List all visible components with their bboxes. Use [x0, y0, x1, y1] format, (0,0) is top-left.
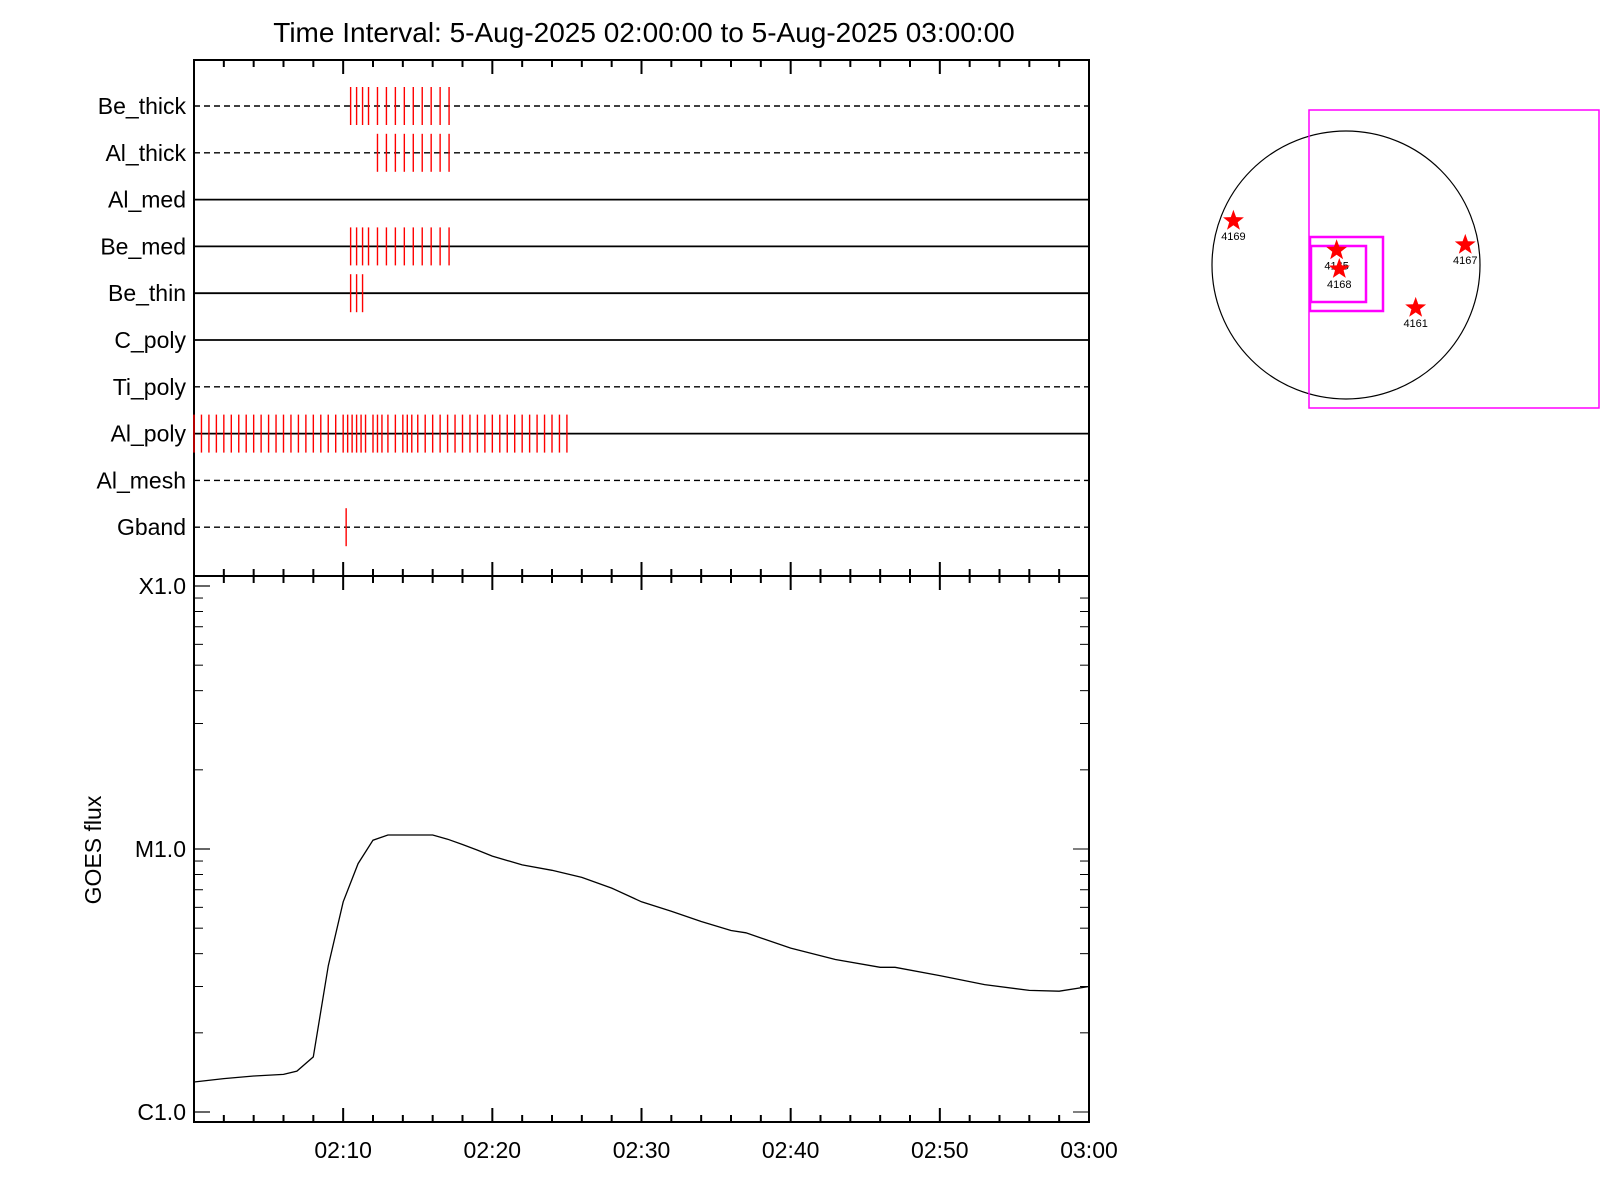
channel-row: Ti_poly	[113, 374, 1089, 400]
active-region-label: 4167	[1453, 255, 1477, 267]
active-region-label: 4161	[1403, 318, 1427, 330]
goes-flux-panel: C1.0 M1.0 X1.0 GOES flux 02:10 02:20 02:30 02:4…	[80, 573, 1118, 1163]
chart-title: Time Interval: 5-Aug-2025 02:00:00 to 5-…	[273, 17, 1014, 48]
channel-row: Al_med	[108, 187, 1089, 213]
active-region-marker	[1223, 209, 1244, 230]
flux-y-tick-label: C1.0	[137, 1099, 186, 1125]
channel-row: Be_thin	[108, 274, 1089, 313]
filter-timeline-panel: Be_thick Al_thick Al_med Be_med Be_thin C_pol…	[97, 59, 1090, 577]
channel-label: C_poly	[114, 327, 186, 353]
channel-label: Al_mesh	[97, 467, 186, 493]
channel-row: Al_poly	[111, 414, 1089, 453]
solar-disk-panel: 41694165416841674161	[1211, 109, 1600, 409]
channel-label: Be_thick	[98, 93, 187, 119]
active-region-marker	[1405, 296, 1427, 317]
channel-label: Al_thick	[105, 140, 186, 166]
channel-row: Be_med	[100, 227, 1089, 266]
channel-row: Be_thick	[98, 87, 1089, 125]
channel-label: Be_thin	[108, 280, 186, 306]
flux-x-tick-label: 03:00	[1060, 1137, 1118, 1163]
flux-y-tick-label: M1.0	[135, 836, 186, 862]
channel-label: Be_med	[100, 233, 186, 259]
active-region-marker	[1326, 239, 1348, 260]
channel-row: Gband	[117, 508, 1089, 547]
flux-x-tick-label: 02:50	[911, 1137, 969, 1163]
active-region-marker	[1454, 233, 1476, 254]
channel-label: Al_med	[108, 187, 186, 213]
solar-disk-outline	[1211, 130, 1481, 400]
channel-label: Gband	[117, 514, 186, 540]
flux-y-tick-label: X1.0	[139, 573, 186, 599]
flux-x-tick-label: 02:30	[613, 1137, 671, 1163]
channel-row: C_poly	[114, 327, 1089, 353]
flux-x-tick-label: 02:20	[464, 1137, 522, 1163]
channel-label: Al_poly	[111, 421, 187, 447]
active-region-marker	[1328, 258, 1350, 278]
flux-frame	[193, 575, 1090, 1123]
channel-row: Al_thick	[105, 133, 1089, 172]
flux-x-tick-label: 02:40	[762, 1137, 820, 1163]
channel-row: Al_mesh	[97, 467, 1089, 493]
active-region-label: 4169	[1221, 231, 1245, 243]
flux-y-axis-label: GOES flux	[80, 795, 106, 904]
active-region-label: 4168	[1327, 279, 1351, 291]
goes-flux-line	[193, 834, 1090, 1083]
channel-label: Ti_poly	[113, 374, 187, 400]
fov-box-middle	[1308, 235, 1385, 313]
timeline-frame	[193, 59, 1090, 577]
flux-x-tick-label: 02:10	[314, 1137, 372, 1163]
